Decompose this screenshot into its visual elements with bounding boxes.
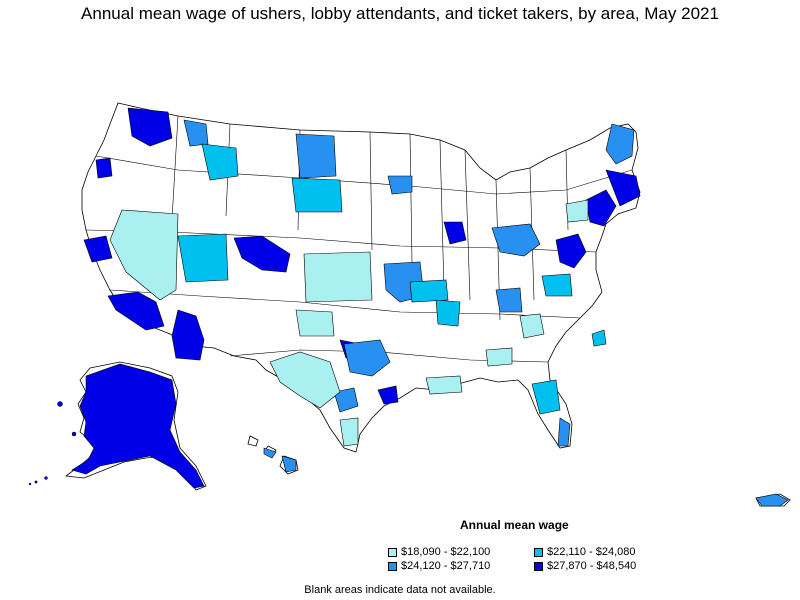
wage-band-1 [109, 199, 589, 447]
legend-label-4: $27,870 - $48,540 [547, 560, 637, 572]
legend-swatch-4 [534, 561, 543, 571]
legend-item-2: $22,110 - $24,080 [534, 546, 635, 558]
map-title: Annual mean wage of ushers, lobby attend… [81, 4, 719, 23]
wage-band-2 [177, 143, 607, 415]
legend-swatch-3 [388, 561, 397, 571]
legend-item-4: $27,870 - $48,540 [534, 560, 636, 572]
wage-band-4 [71, 107, 641, 489]
legend-title: Annual mean wage [460, 518, 569, 532]
legend-swatch-1 [388, 547, 397, 557]
alaska-islands [28, 401, 77, 486]
legend-item-1: $18,090 - $22,100 [388, 546, 490, 558]
footnote: Blank areas indicate data not available. [304, 584, 496, 596]
legend-label-3: $24,120 - $27,710 [401, 560, 491, 572]
legend-item-3: $24,120 - $27,710 [388, 560, 490, 572]
legend-label-1: $18,090 - $22,100 [401, 546, 491, 558]
legend-swatch-2 [534, 547, 543, 557]
wage-regions [71, 107, 789, 507]
legend-label-2: $22,110 - $24,080 [547, 546, 636, 558]
